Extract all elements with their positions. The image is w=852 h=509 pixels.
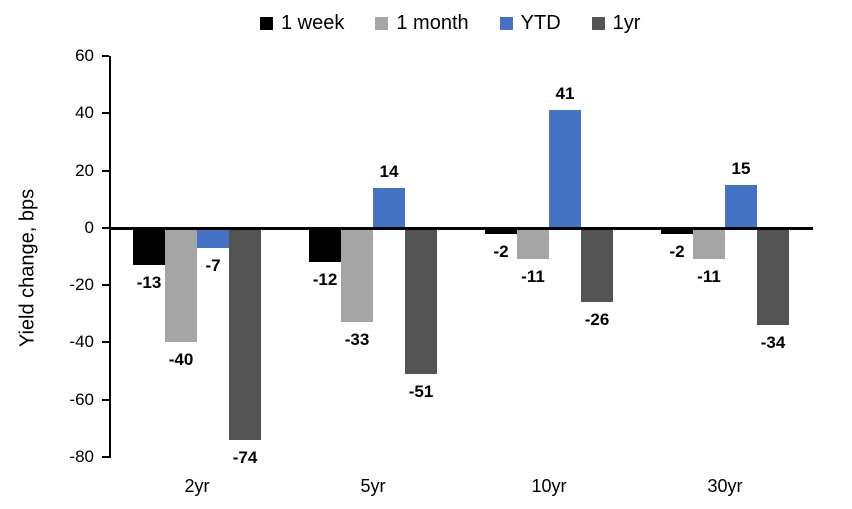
legend-swatch-icon: [591, 16, 605, 30]
bar-value-label: -11: [697, 267, 721, 287]
y-tick-mark: [102, 226, 109, 229]
legend-item: 1yr: [591, 9, 641, 37]
bar-value-label: -51: [408, 381, 434, 401]
bar-1yr-10yr: [581, 227, 613, 303]
bar-ytd-5yr: [373, 187, 405, 228]
bar-value-label: -74: [232, 447, 258, 467]
bar-1-month-30yr: [693, 227, 725, 260]
bar-value-label: -26: [584, 310, 610, 330]
y-tick-mark: [102, 112, 109, 115]
y-tick-label: 0: [84, 217, 94, 237]
category-label-2yr: 2yr: [184, 476, 210, 496]
bar-value-label: 14: [379, 161, 399, 181]
y-tick-label: -80: [69, 447, 94, 466]
y-tick-mark: [102, 456, 109, 458]
category-label-10yr: 10yr: [531, 476, 567, 496]
bar-1-month-5yr: [341, 227, 373, 323]
category-label-5yr: 5yr: [360, 476, 386, 496]
bar-1-month-10yr: [517, 227, 549, 260]
legend-swatch-icon: [375, 16, 389, 30]
y-axis-title: Yield change, bps: [16, 188, 39, 348]
legend-item: YTD: [499, 9, 561, 37]
bar-1yr-5yr: [405, 227, 437, 374]
bar-value-label: 15: [731, 158, 751, 178]
legend-item: 1 week: [260, 9, 344, 37]
legend-item: 1 month: [375, 9, 469, 37]
bar-value-label: -12: [312, 270, 338, 290]
bar-value-label: -11: [521, 267, 545, 287]
bar-ytd-10yr: [549, 110, 581, 228]
y-tick-label: -20: [69, 275, 94, 295]
y-axis-line: [109, 56, 111, 458]
y-tick-mark: [102, 169, 109, 172]
y-tick-mark: [102, 341, 109, 344]
y-tick-label: 40: [75, 103, 94, 123]
legend-label: 1yr: [612, 12, 641, 34]
bar-1-week-5yr: [309, 227, 341, 263]
legend-label: YTD: [520, 12, 561, 34]
bar-1yr-2yr: [229, 227, 261, 440]
bar-value-label: -40: [168, 350, 194, 370]
bar-value-label: -7: [205, 255, 221, 275]
y-tick-label: -40: [69, 332, 94, 352]
y-tick-mark: [102, 55, 109, 57]
bar-value-label: -34: [760, 333, 786, 353]
bar-1-month-2yr: [165, 227, 197, 343]
y-tick-mark: [102, 398, 109, 401]
legend-label: 1 month: [396, 12, 469, 34]
bar-1-week-2yr: [133, 227, 165, 266]
legend-swatch-icon: [499, 16, 513, 30]
legend-label: 1 week: [281, 12, 345, 34]
category-label-30yr: 30yr: [707, 476, 743, 496]
bar-1-week-10yr: [485, 227, 517, 234]
y-tick-label: -60: [69, 389, 94, 409]
bar-value-label: -2: [493, 241, 509, 261]
legend-swatch-icon: [260, 16, 273, 30]
y-tick-label: 60: [75, 46, 94, 65]
bar-value-label: -2: [669, 241, 685, 261]
bar-ytd-30yr: [725, 184, 757, 228]
bar-ytd-2yr: [197, 227, 229, 248]
y-tick-label: 20: [75, 160, 94, 180]
bar-1yr-30yr: [757, 227, 789, 326]
bar-value-label: -13: [136, 273, 162, 293]
zero-axis-line: [109, 226, 813, 230]
bar-1-week-30yr: [661, 227, 693, 234]
legend: 1 week 1 month YTD 1yr: [260, 9, 640, 37]
bar-value-label: 41: [555, 84, 575, 104]
y-tick-mark: [102, 284, 109, 287]
bar-value-label: -33: [344, 330, 370, 350]
